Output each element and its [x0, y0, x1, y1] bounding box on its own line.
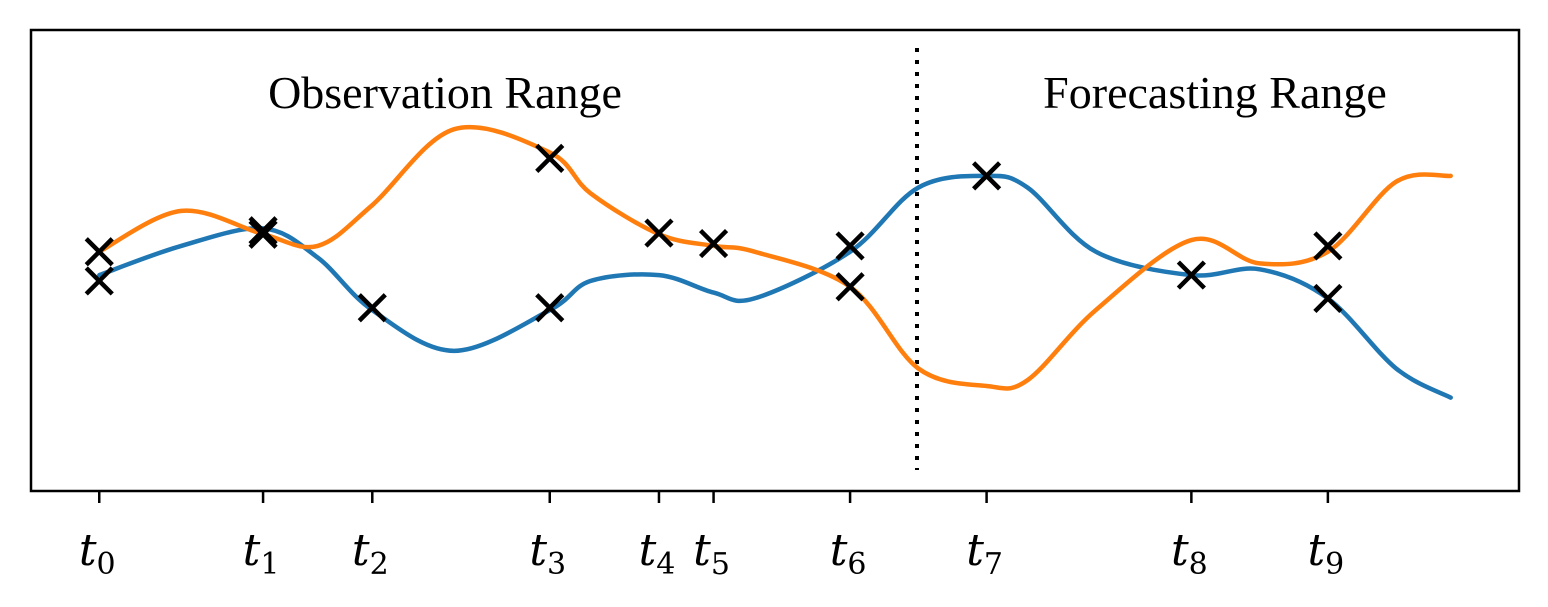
observation-marker: [644, 218, 674, 248]
x-tick-label: t0: [79, 525, 116, 582]
x-tick-label: t6: [830, 525, 867, 582]
observation-marker: [972, 161, 1002, 191]
marker-layer: [84, 143, 1343, 323]
observation-marker: [1313, 231, 1343, 261]
observation-marker: [535, 143, 565, 173]
x-tick-label: t5: [693, 525, 730, 582]
observation-marker: [835, 272, 865, 302]
observation-marker: [835, 231, 865, 261]
series-line-1: [97, 173, 1453, 400]
x-tick-label: t1: [243, 525, 280, 582]
x-tick-label: t7: [966, 525, 1003, 582]
observation-marker: [248, 219, 278, 249]
observation-range-label: Observation Range: [268, 67, 622, 118]
forecasting-range-label: Forecasting Range: [1043, 67, 1387, 118]
plot-frame: [29, 28, 1521, 493]
observation-marker: [84, 266, 114, 296]
x-axis-ticks: t0 t1 t2 t3 t4 t5 t6 t7 t8 t9: [79, 491, 1344, 582]
series-line-2: [97, 124, 1453, 391]
observation-marker: [357, 293, 387, 323]
observation-marker: [248, 216, 278, 246]
observation-marker: [535, 293, 565, 323]
x-tick-label: t9: [1307, 525, 1344, 582]
x-tick-label: t3: [529, 525, 566, 582]
observation-marker: [84, 237, 114, 267]
series-layer: [97, 124, 1453, 400]
x-tick-label: t8: [1171, 525, 1208, 582]
observation-marker: [1313, 283, 1343, 314]
observation-marker: [698, 228, 729, 259]
x-tick-label: t4: [639, 525, 676, 582]
observation-marker: [1176, 260, 1206, 290]
x-tick-label: t2: [352, 525, 389, 582]
